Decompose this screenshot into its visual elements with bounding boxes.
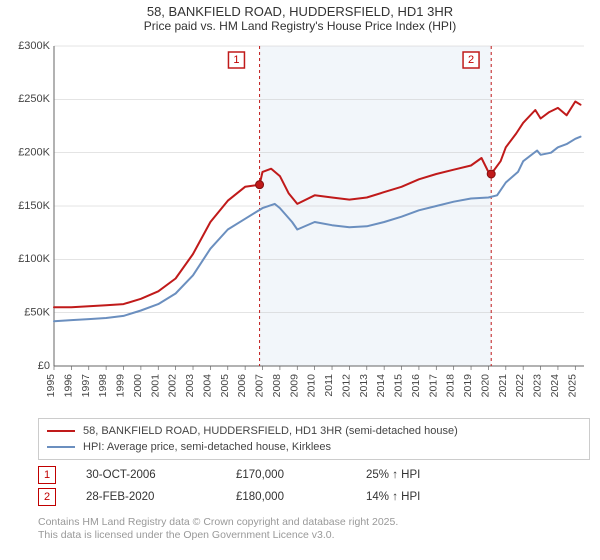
svg-text:2: 2 [468, 54, 474, 66]
svg-text:2011: 2011 [323, 374, 335, 397]
svg-text:1995: 1995 [45, 374, 57, 398]
svg-text:2016: 2016 [410, 374, 422, 398]
sales-row: 2 28-FEB-2020 £180,000 14% ↑ HPI [38, 486, 572, 508]
sale-date: 28-FEB-2020 [86, 491, 236, 503]
attribution: Contains HM Land Registry data © Crown c… [38, 516, 398, 542]
svg-text:2025: 2025 [566, 374, 578, 398]
legend-label-property: 58, BANKFIELD ROAD, HUDDERSFIELD, HD1 3H… [83, 425, 458, 437]
svg-text:1996: 1996 [62, 374, 74, 398]
sale-delta: 14% ↑ HPI [366, 491, 572, 503]
sale-marker: 1 [38, 466, 56, 484]
sale-delta: 25% ↑ HPI [366, 469, 572, 481]
svg-text:2006: 2006 [236, 374, 248, 398]
chart: £0 £50K £100K £150K £200K £250K £300K 1995 1996 1… [10, 40, 590, 410]
sale-marker: 2 [38, 488, 56, 506]
chart-container: 58, BANKFIELD ROAD, HUDDERSFIELD, HD1 3H… [0, 0, 600, 560]
attribution-line: This data is licensed under the Open Gov… [38, 529, 398, 542]
svg-text:2001: 2001 [149, 374, 161, 398]
svg-text:2008: 2008 [271, 374, 283, 398]
sales-table: 1 30-OCT-2006 £170,000 25% ↑ HPI 2 28-FE… [38, 464, 572, 508]
svg-text:2009: 2009 [288, 374, 300, 398]
svg-text:2013: 2013 [358, 374, 370, 398]
svg-text:£200K: £200K [18, 147, 50, 159]
svg-text:2003: 2003 [184, 374, 196, 398]
svg-text:2004: 2004 [201, 374, 213, 398]
sale-price: £170,000 [236, 469, 366, 481]
legend: 58, BANKFIELD ROAD, HUDDERSFIELD, HD1 3H… [38, 418, 590, 460]
svg-text:2019: 2019 [462, 374, 474, 398]
legend-label-hpi: HPI: Average price, semi-detached house,… [83, 441, 331, 453]
attribution-line: Contains HM Land Registry data © Crown c… [38, 516, 398, 529]
svg-text:2018: 2018 [445, 374, 457, 398]
legend-row: 58, BANKFIELD ROAD, HUDDERSFIELD, HD1 3H… [47, 423, 581, 439]
legend-swatch-hpi [47, 446, 75, 448]
titles: 58, BANKFIELD ROAD, HUDDERSFIELD, HD1 3H… [0, 0, 600, 33]
svg-text:1997: 1997 [80, 374, 92, 398]
legend-swatch-property [47, 430, 75, 432]
title-main: 58, BANKFIELD ROAD, HUDDERSFIELD, HD1 3H… [0, 4, 600, 19]
svg-text:1999: 1999 [115, 374, 127, 398]
svg-text:2007: 2007 [254, 374, 266, 398]
svg-text:2014: 2014 [375, 374, 387, 398]
sale-date: 30-OCT-2006 [86, 469, 236, 481]
title-sub: Price paid vs. HM Land Registry's House … [0, 19, 600, 33]
svg-text:2022: 2022 [514, 374, 526, 398]
svg-text:2021: 2021 [497, 374, 509, 398]
svg-text:2012: 2012 [340, 374, 352, 398]
svg-text:2023: 2023 [532, 374, 544, 398]
svg-text:2002: 2002 [167, 374, 179, 398]
svg-text:£150K: £150K [18, 200, 50, 212]
svg-text:2024: 2024 [549, 374, 561, 398]
svg-text:£50K: £50K [24, 307, 50, 319]
svg-text:2005: 2005 [219, 374, 231, 398]
svg-text:£100K: £100K [18, 253, 50, 265]
svg-text:1: 1 [233, 54, 239, 66]
chart-svg: £0 £50K £100K £150K £200K £250K £300K 1995 1996 1… [10, 40, 590, 410]
svg-text:£300K: £300K [18, 40, 50, 52]
svg-text:2000: 2000 [132, 374, 144, 398]
svg-text:£250K: £250K [18, 93, 50, 105]
sales-row: 1 30-OCT-2006 £170,000 25% ↑ HPI [38, 464, 572, 486]
svg-text:1998: 1998 [97, 374, 109, 398]
svg-text:£0: £0 [38, 360, 50, 372]
svg-text:2020: 2020 [479, 374, 491, 398]
svg-text:2015: 2015 [393, 374, 405, 398]
svg-text:2010: 2010 [306, 374, 318, 398]
legend-row: HPI: Average price, semi-detached house,… [47, 439, 581, 455]
svg-text:2017: 2017 [427, 374, 439, 398]
sale-price: £180,000 [236, 491, 366, 503]
